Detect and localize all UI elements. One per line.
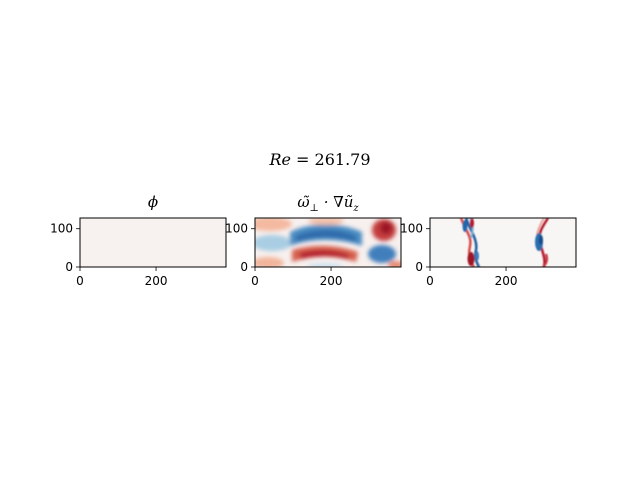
panel-3-frame [429, 217, 577, 268]
panel-3-xtick-label-0: 0 [426, 274, 434, 288]
panel-2-xtick-label-1: 200 [320, 274, 343, 288]
panel-3-ytick-label-1: 100 [400, 222, 423, 236]
panel-1-title: ϕ [147, 193, 159, 211]
panel-3-ytick-label-0: 0 [415, 260, 423, 274]
panel-2-heatmap [255, 218, 401, 267]
panel-1-ytick-label-0: 0 [65, 260, 73, 274]
panel-2-title: ω̃⊥ · ∇ũz [297, 193, 359, 214]
panel-2-ytick-label-1: 100 [225, 222, 248, 236]
panel-2-ytick-label-0: 0 [240, 260, 248, 274]
panel-1-heatmap [80, 218, 226, 267]
panel-2-xtick-label-0: 0 [251, 274, 259, 288]
panel-1-xtick-label-1: 200 [145, 274, 168, 288]
panel-1-ytick-label-1: 100 [50, 222, 73, 236]
panel-3-heatmap [430, 218, 576, 267]
panel-3-xtick-label-1: 200 [495, 274, 518, 288]
panel-1-xtick-label-0: 0 [76, 274, 84, 288]
panel-1-frame [79, 217, 227, 268]
panel-2-frame [254, 217, 402, 268]
figure-suptitle: Re = 261.79 [269, 150, 371, 169]
panel-1-field [80, 218, 226, 267]
